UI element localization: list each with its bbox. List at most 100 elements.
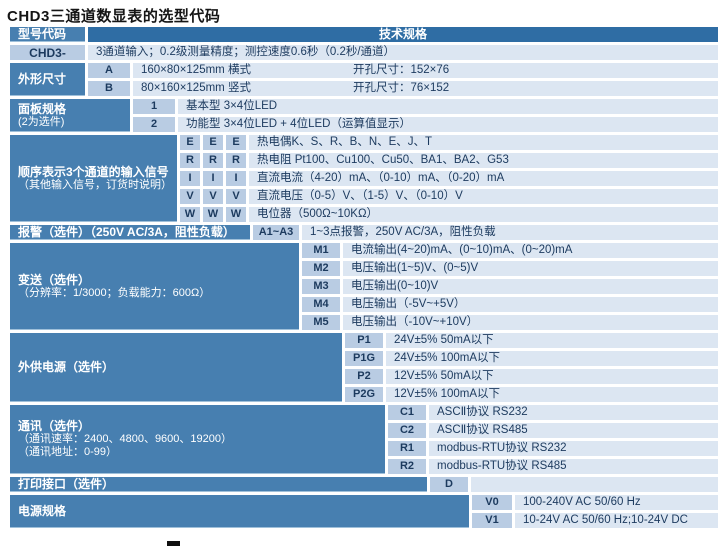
code-cell: R xyxy=(203,153,223,168)
code-cell: V xyxy=(180,189,200,204)
desc-text: 直流电压（0-5）V、（1-5）V、（0-10）V xyxy=(257,190,463,202)
desc-text: modbus-RTU协议 RS232 xyxy=(437,442,567,454)
desc-cell: ASCⅡ协议 RS232 xyxy=(429,405,718,420)
table-row: C1 ASCⅡ协议 RS232 xyxy=(388,405,718,420)
table-row: C2 ASCⅡ协议 RS485 xyxy=(388,423,718,438)
model-code-label: 型号代码 xyxy=(10,27,85,42)
desc-cell: 电压输出（-5V~+5V） xyxy=(343,297,718,312)
transmit-label: 变送（选件） （分辨率：1/3000；负载能力：600Ω） xyxy=(10,243,299,330)
code-cell: I xyxy=(226,171,246,186)
table-row: M1 电流输出(4~20)mA、(0~10)mA、(0~20)mA xyxy=(302,243,718,258)
desc-cell: 电位器（500Ω~10KΩ） xyxy=(249,207,718,222)
desc-text: 1~3点报警，250V AC/3A，阻性负载 xyxy=(310,226,496,238)
code-cell: P1 xyxy=(345,333,383,348)
code-cell: R xyxy=(226,153,246,168)
table-row: R1 modbus-RTU协议 RS232 xyxy=(388,441,718,456)
code-cell: D xyxy=(430,477,468,492)
desc-text: 12V±5% 100mA以下 xyxy=(394,388,501,400)
desc-cell: 功能型 3×4位LED + 4位LED（运算值显示） xyxy=(178,117,718,132)
section-model: CHD3- 3通道输入；0.2级测量精度；测控速度0.6秒（0.2秒/通道） xyxy=(10,45,718,60)
table-row: A 160×80×125mm 横式 开孔尺寸：152×76 xyxy=(88,63,718,78)
section-alarm: 报警（选件）（250V AC/3A，阻性负载） A1~A3 1~3点报警，250… xyxy=(10,225,718,240)
desc-cell: 12V±5% 50mA以下 xyxy=(386,369,718,384)
table-row: M4 电压输出（-5V~+5V） xyxy=(302,297,718,312)
table-row: V0 100-240V AC 50/60 Hz xyxy=(472,495,718,510)
desc-text: 基本型 3×4位LED xyxy=(186,100,278,112)
tech-spec-header: 技术规格 xyxy=(88,27,718,42)
desc-cell: 电压输出(0~10)V xyxy=(343,279,718,294)
desc-text: 电压输出(0~10)V xyxy=(351,280,439,292)
desc-text: 24V±5% 50mA以下 xyxy=(394,334,494,346)
desc-cell: 电压输出（-10V~+10V） xyxy=(343,315,718,330)
shape-size-text: 160×80×125mm 横式 xyxy=(141,64,251,76)
input-label-note: （其他输入信号，订货时说明） xyxy=(18,178,172,191)
desc-cell: 电流输出(4~20)mA、(0~10)mA、(0~20)mA xyxy=(343,243,718,258)
desc-text: ASCⅡ协议 RS232 xyxy=(437,406,528,418)
alarm-label-text: 报警（选件）（250V AC/3A，阻性负载） xyxy=(18,225,235,239)
code-cell: M1 xyxy=(302,243,340,258)
power-spec-label: 电源规格 xyxy=(10,495,469,528)
code-cell: M3 xyxy=(302,279,340,294)
comm-label: 通讯（选件） （通讯速率：2400、4800、9600、19200） （通讯地址… xyxy=(10,405,385,474)
code-cell: R xyxy=(180,153,200,168)
code-cell: E xyxy=(203,135,223,150)
page-title: CHD3三通道数显表的选型代码 xyxy=(7,8,221,25)
code-cell: C2 xyxy=(388,423,426,438)
input-signal-label: 顺序表示3个通道的输入信号 （其他输入信号，订货时说明） xyxy=(10,135,177,222)
code-cell: B xyxy=(88,81,130,96)
code-cell: M5 xyxy=(302,315,340,330)
desc-cell: 直流电压（0-5）V、（1-5）V、（0-10）V xyxy=(249,189,718,204)
panel-label: 面板规格 (2为选件) xyxy=(10,99,130,132)
comm-label-note2: （通讯地址：0-99） xyxy=(18,446,118,458)
print-label-text: 打印接口（选件） xyxy=(18,477,115,491)
table-row: I I I 直流电流（4-20）mA、（0-10）mA、（0-20）mA xyxy=(180,171,718,186)
desc-cell: 10-24V AC 50/60 Hz;10-24V DC xyxy=(515,513,718,528)
code-cell: V0 xyxy=(472,495,512,510)
code-cell: P2G xyxy=(345,387,383,402)
section-shape: 外形尺寸 A 160×80×125mm 横式 开孔尺寸：152×76 B 80×… xyxy=(10,63,718,96)
table-row: P2G 12V±5% 100mA以下 xyxy=(345,387,718,402)
section-print: 打印接口（选件） D xyxy=(10,477,718,492)
code-cell: R2 xyxy=(388,459,426,474)
desc-text: 24V±5% 100mA以下 xyxy=(394,352,501,364)
table-row: M2 电压输出(1~5)V、(0~5)V xyxy=(302,261,718,276)
ext-power-label-text: 外供电源（选件） xyxy=(18,360,115,374)
shape-size-text: 80×160×125mm 竖式 xyxy=(141,82,251,94)
transmit-label-text: 变送（选件） xyxy=(18,272,91,287)
model-prefix-text: CHD3- xyxy=(29,45,66,60)
desc-text: 10-24V AC 50/60 Hz;10-24V DC xyxy=(523,514,688,526)
code-cell: C1 xyxy=(388,405,426,420)
table-row: P2 12V±5% 50mA以下 xyxy=(345,369,718,384)
code-cell: V xyxy=(226,189,246,204)
table-row: V1 10-24V AC 50/60 Hz;10-24V DC xyxy=(472,513,718,528)
table-row: 技术规格 xyxy=(88,27,718,42)
desc-cell: 1~3点报警，250V AC/3A，阻性负载 xyxy=(302,225,718,240)
desc-text: 电位器（500Ω~10KΩ） xyxy=(257,208,379,220)
desc-cell: modbus-RTU协议 RS232 xyxy=(429,441,718,456)
code-cell: W xyxy=(226,207,246,222)
code-cell: W xyxy=(203,207,223,222)
table-row: 1 基本型 3×4位LED xyxy=(133,99,718,114)
section-panel: 面板规格 (2为选件) 1 基本型 3×4位LED 2 功能型 3×4位LED … xyxy=(10,99,718,132)
selection-code-table: 型号代码 技术规格 CHD3- 3通道输入；0.2级测量精度；测控速度0.6秒（… xyxy=(10,27,718,531)
table-row: M3 电压输出(0~10)V xyxy=(302,279,718,294)
section-transmit: 变送（选件） （分辨率：1/3000；负载能力：600Ω） M1 电流输出(4~… xyxy=(10,243,718,330)
desc-text: 100-240V AC 50/60 Hz xyxy=(523,496,641,508)
desc-text: 电压输出(1~5)V、(0~5)V xyxy=(351,262,479,274)
section-input-signal: 顺序表示3个通道的输入信号 （其他输入信号，订货时说明） E E E 热电偶K、… xyxy=(10,135,718,222)
panel-label-text: 面板规格 xyxy=(18,101,67,116)
desc-cell: 24V±5% 100mA以下 xyxy=(386,351,718,366)
table-row: M5 电压输出（-10V~+10V） xyxy=(302,315,718,330)
desc-cell: 热电阻 Pt100、Cu100、Cu50、BA1、BA2、G53 xyxy=(249,153,718,168)
alarm-label: 报警（选件）（250V AC/3A，阻性负载） xyxy=(10,225,250,240)
code-cell: E xyxy=(226,135,246,150)
model-code-label-text: 型号代码 xyxy=(18,27,67,41)
code-cell: W xyxy=(180,207,200,222)
table-row: 3通道输入；0.2级测量精度；测控速度0.6秒（0.2秒/通道） xyxy=(88,45,718,60)
table-row: B 80×160×125mm 竖式 开孔尺寸：76×152 xyxy=(88,81,718,96)
code-cell: A xyxy=(88,63,130,78)
code-cell: 2 xyxy=(133,117,175,132)
table-row: W W W 电位器（500Ω~10KΩ） xyxy=(180,207,718,222)
code-cell: M4 xyxy=(302,297,340,312)
